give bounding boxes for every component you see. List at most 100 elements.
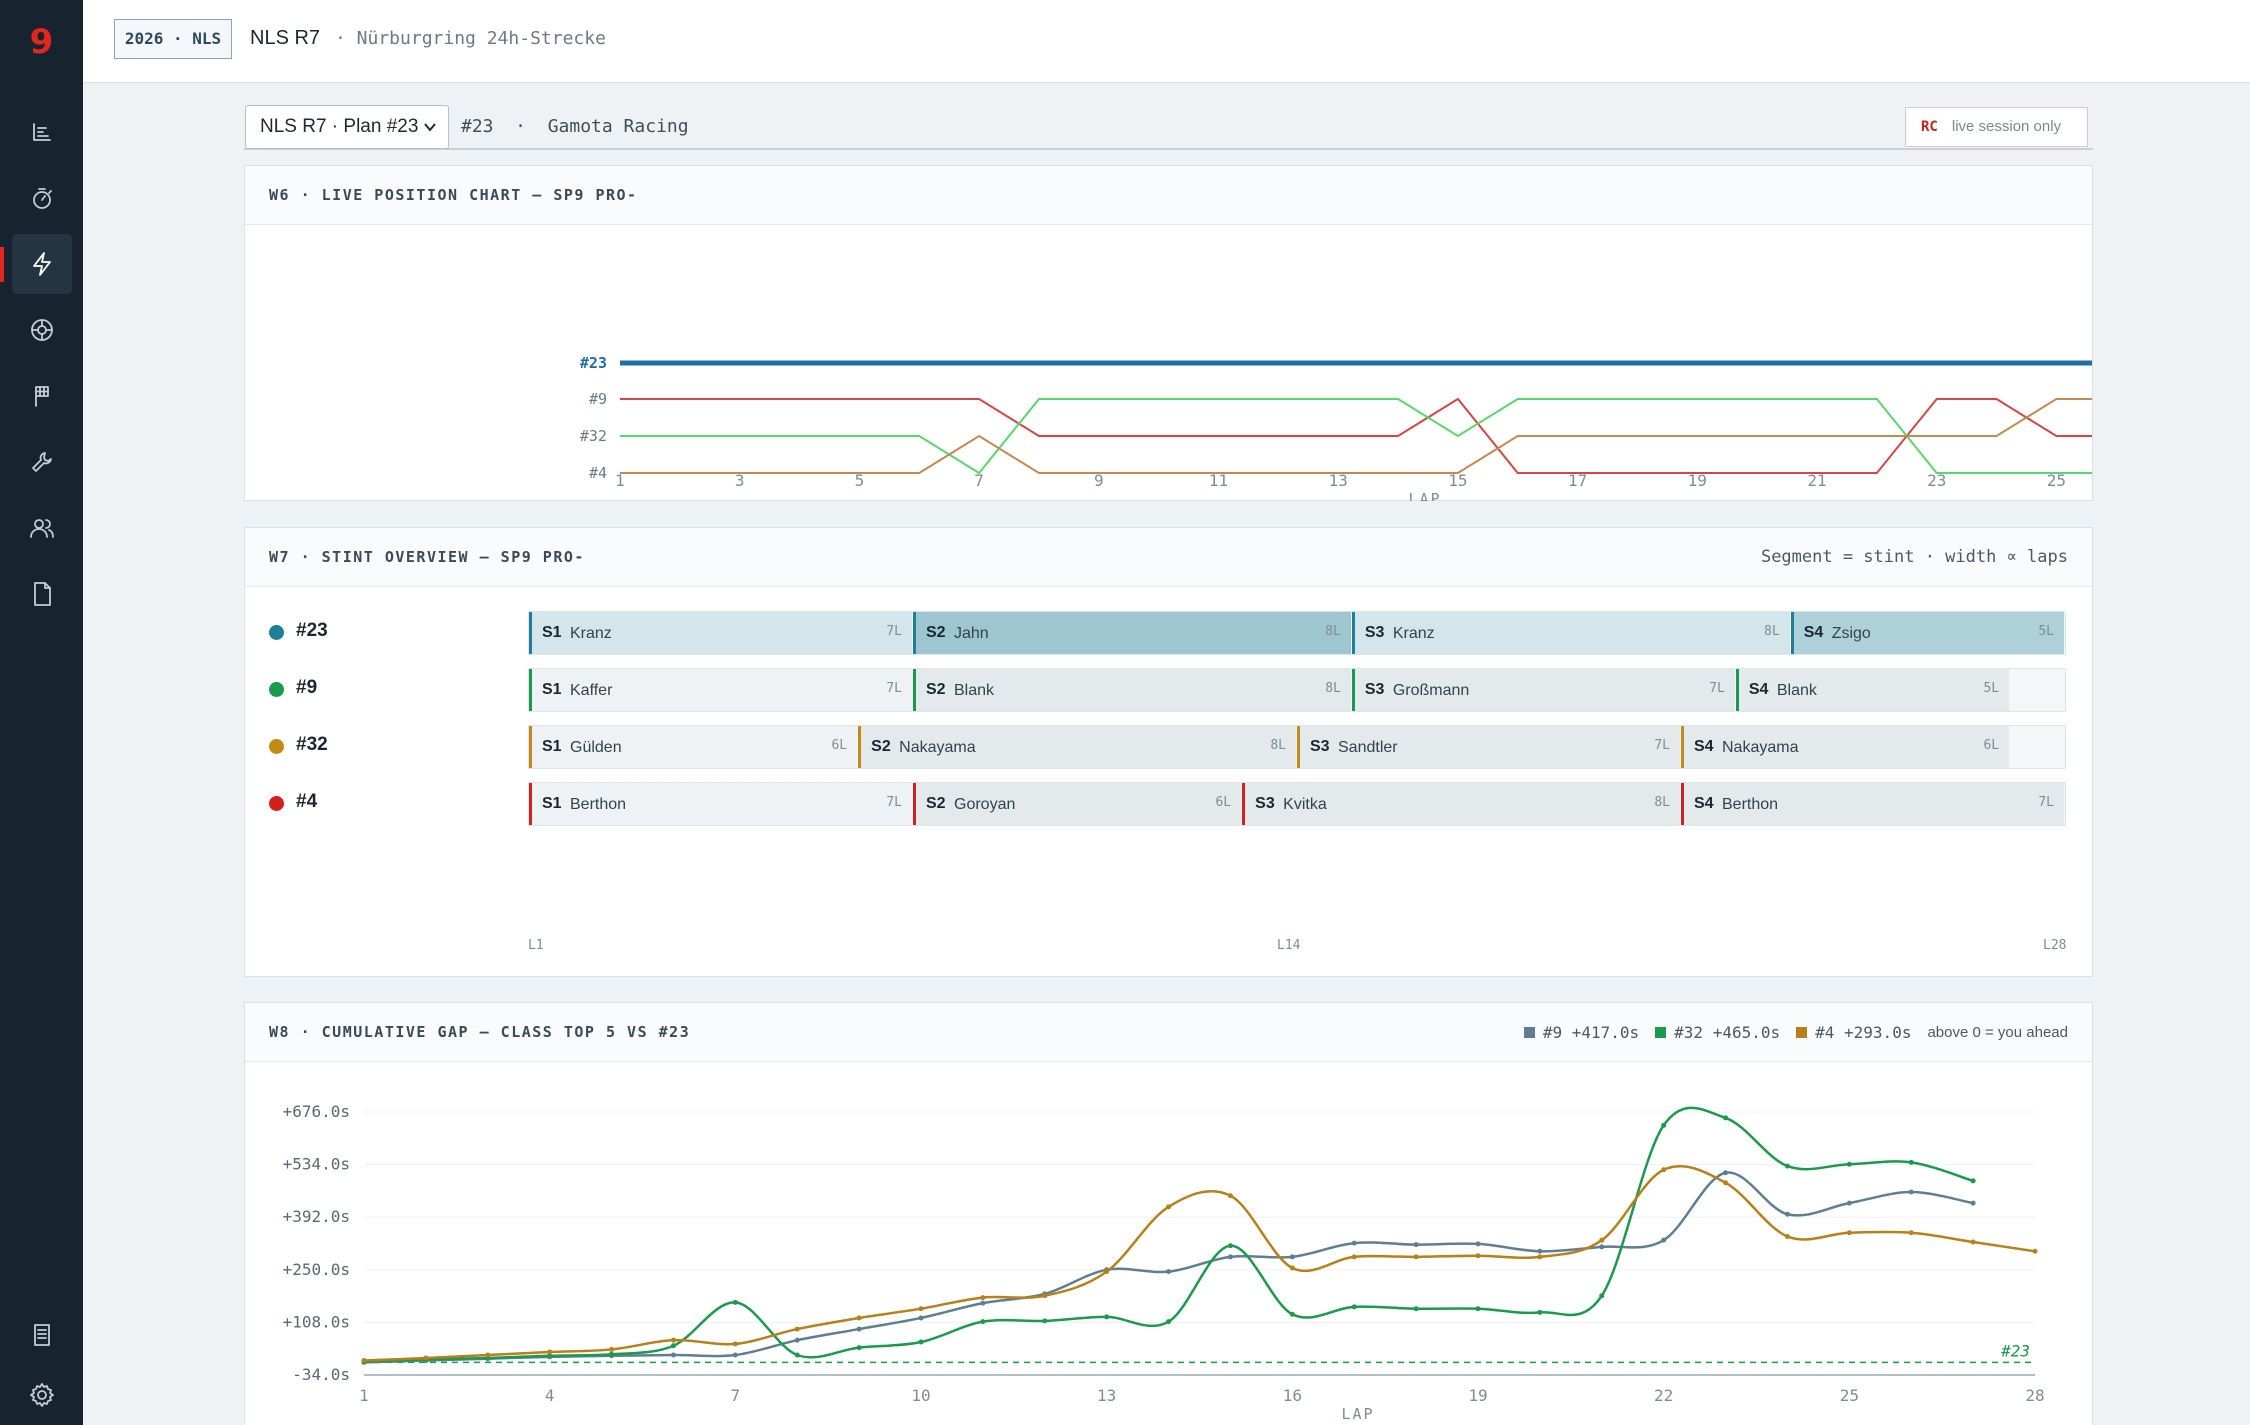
stint-segment[interactable]: S2 Jahn 8L (913, 612, 1351, 654)
legend-swatch (1796, 1027, 1808, 1038)
lap-tick-label: 25 (2047, 471, 2066, 490)
gap-point (1599, 1237, 1605, 1243)
stint-segment[interactable]: S1 Kranz 7L (529, 612, 912, 654)
gap-point (1661, 1167, 1667, 1173)
gap-point (1289, 1254, 1295, 1260)
gap-chart: +676.0s +534.0s +392.0s +250.0s +108.0s -34.0… (283, 1102, 2045, 1423)
plan-select[interactable]: NLS R7 · Plan #23 (245, 105, 449, 149)
lightning-icon (33, 252, 51, 276)
stint-driver: Kaffer (570, 682, 613, 699)
stint-segment[interactable]: S2 Nakayama 8L (858, 726, 1296, 768)
gap-point (1104, 1314, 1110, 1320)
stint-segment[interactable]: S1 Gülden 6L (529, 726, 858, 768)
file-icon (34, 582, 51, 606)
gap-point (1537, 1248, 1543, 1254)
stint-number: S1 (542, 624, 562, 641)
gap-point (1413, 1306, 1419, 1312)
nav-notes[interactable] (12, 1305, 72, 1365)
stint-axis-end: L28 (2043, 938, 2067, 953)
position-chart: #23#9#32#4P1P2P3P41357911131517192123252… (580, 354, 2092, 501)
gap-series-line (363, 1106, 1974, 1363)
gap-point (1351, 1304, 1357, 1310)
panel-title: W6 · LIVE POSITION CHART — SP9 PRO- (269, 186, 638, 204)
gap-point (732, 1341, 738, 1347)
legend-item: #32 +465.0s (1655, 1023, 1780, 1042)
stint-segment[interactable]: S1 Kaffer 7L (529, 669, 912, 711)
gap-point (1723, 1115, 1729, 1121)
car-color-dot (269, 682, 284, 697)
position-car-label: #9 (589, 390, 607, 408)
stint-laps: 8L (1325, 624, 1341, 639)
stint-row: #32 S1 Gülden 6L S2 Nakayama 8L S3 Sandtler 7L S4 N… (269, 725, 2069, 769)
season-badge[interactable]: 2026 · NLS (114, 19, 232, 59)
gap-point (1475, 1241, 1481, 1247)
legend-item: #9 +417.0s (1523, 1023, 1639, 1042)
gap-point (1908, 1189, 1914, 1195)
panel-stint-overview: W7 · STINT OVERVIEW — SP9 PRO- Segment =… (244, 527, 2093, 977)
nav-setup[interactable] (12, 300, 72, 360)
gap-point (1661, 1237, 1667, 1243)
gap-point (2032, 1248, 2038, 1254)
stint-row: #9 S1 Kaffer 7L S2 Blank 8L S3 Großmann 7L S4 Blank… (269, 668, 2069, 712)
stint-laps: 7L (886, 624, 902, 639)
gap-y-tick-label: +534.0s (283, 1155, 350, 1174)
position-series-line (620, 398, 2092, 474)
gap-point (1661, 1122, 1667, 1128)
plan-bar: NLS R7 · Plan #23 #23 · Gamota Racing RC… (244, 94, 2093, 150)
stint-segment[interactable]: S4 Zsigo 5L (1790, 612, 2064, 654)
stint-segment[interactable]: S3 Sandtler 7L (1297, 726, 1680, 768)
stint-number: S3 (1255, 795, 1275, 812)
rc-badge: RC live session only (1905, 107, 2088, 147)
gap-point (670, 1343, 676, 1349)
main-content: NLS R7 · Plan #23 #23 · Gamota Racing RC… (83, 84, 2250, 1425)
gap-point (1846, 1200, 1852, 1206)
stint-segment[interactable]: S2 Goroyan 6L (913, 783, 1242, 825)
stint-number: S4 (1803, 624, 1824, 641)
gap-point (732, 1352, 738, 1358)
stint-driver: Goroyan (954, 796, 1016, 813)
chevron-down-icon (424, 123, 436, 132)
nav-strategy[interactable] (12, 102, 72, 162)
stopwatch-icon (33, 188, 52, 209)
nav-documents[interactable] (12, 564, 72, 624)
position-series-line (620, 397, 2092, 474)
panel-header: W6 · LIVE POSITION CHART — SP9 PRO- (245, 166, 2092, 225)
gap-point (1970, 1178, 1976, 1184)
target-icon (31, 319, 53, 341)
lap-tick-label: 7 (974, 471, 984, 490)
x-axis-label: LAP (1408, 490, 1441, 501)
stint-laps: 7L (886, 681, 902, 696)
car-color-dot (269, 796, 284, 811)
wrench-icon (32, 452, 52, 472)
stint-segment[interactable]: S4 Nakayama 6L (1681, 726, 2010, 768)
gap-point (1413, 1242, 1419, 1248)
nav-live[interactable] (12, 234, 72, 294)
stint-driver: Blank (954, 682, 995, 699)
stint-segment[interactable]: S3 Großmann 7L (1351, 669, 1735, 711)
event-title: NLS R7 (250, 27, 321, 49)
stint-segment[interactable]: S3 Kvitka 8L (1242, 783, 1680, 825)
stint-segment[interactable]: S3 Kranz 8L (1351, 612, 1790, 654)
gap-point (1908, 1230, 1914, 1236)
nav-race[interactable] (12, 366, 72, 426)
stint-segment[interactable]: S4 Blank 5L (1735, 669, 2010, 711)
gap-point (1413, 1254, 1419, 1260)
gap-x-tick-label: 13 (1097, 1386, 1116, 1405)
panel-header: W7 · STINT OVERVIEW — SP9 PRO- Segment =… (245, 528, 2092, 587)
stint-laps: 6L (1983, 738, 2000, 753)
nav-settings[interactable] (12, 1365, 72, 1425)
nav-team[interactable] (12, 498, 72, 558)
gap-point (1475, 1253, 1481, 1259)
stint-segment[interactable]: S4 Berthon 7L (1681, 783, 2064, 825)
stint-segment[interactable]: S2 Blank 8L (913, 669, 1351, 711)
stint-segment[interactable]: S1 Berthon 7L (529, 783, 912, 825)
nav-timing[interactable] (12, 168, 72, 228)
users-icon (30, 519, 54, 538)
stint-driver: Großmann (1392, 682, 1470, 699)
lap-tick-label: 11 (1209, 471, 1228, 490)
flag-icon (35, 386, 49, 407)
gap-point (794, 1337, 800, 1343)
stint-driver: Nakayama (1722, 739, 1799, 756)
nav-tools[interactable] (12, 432, 72, 492)
gap-x-tick-label: 28 (2025, 1386, 2044, 1405)
